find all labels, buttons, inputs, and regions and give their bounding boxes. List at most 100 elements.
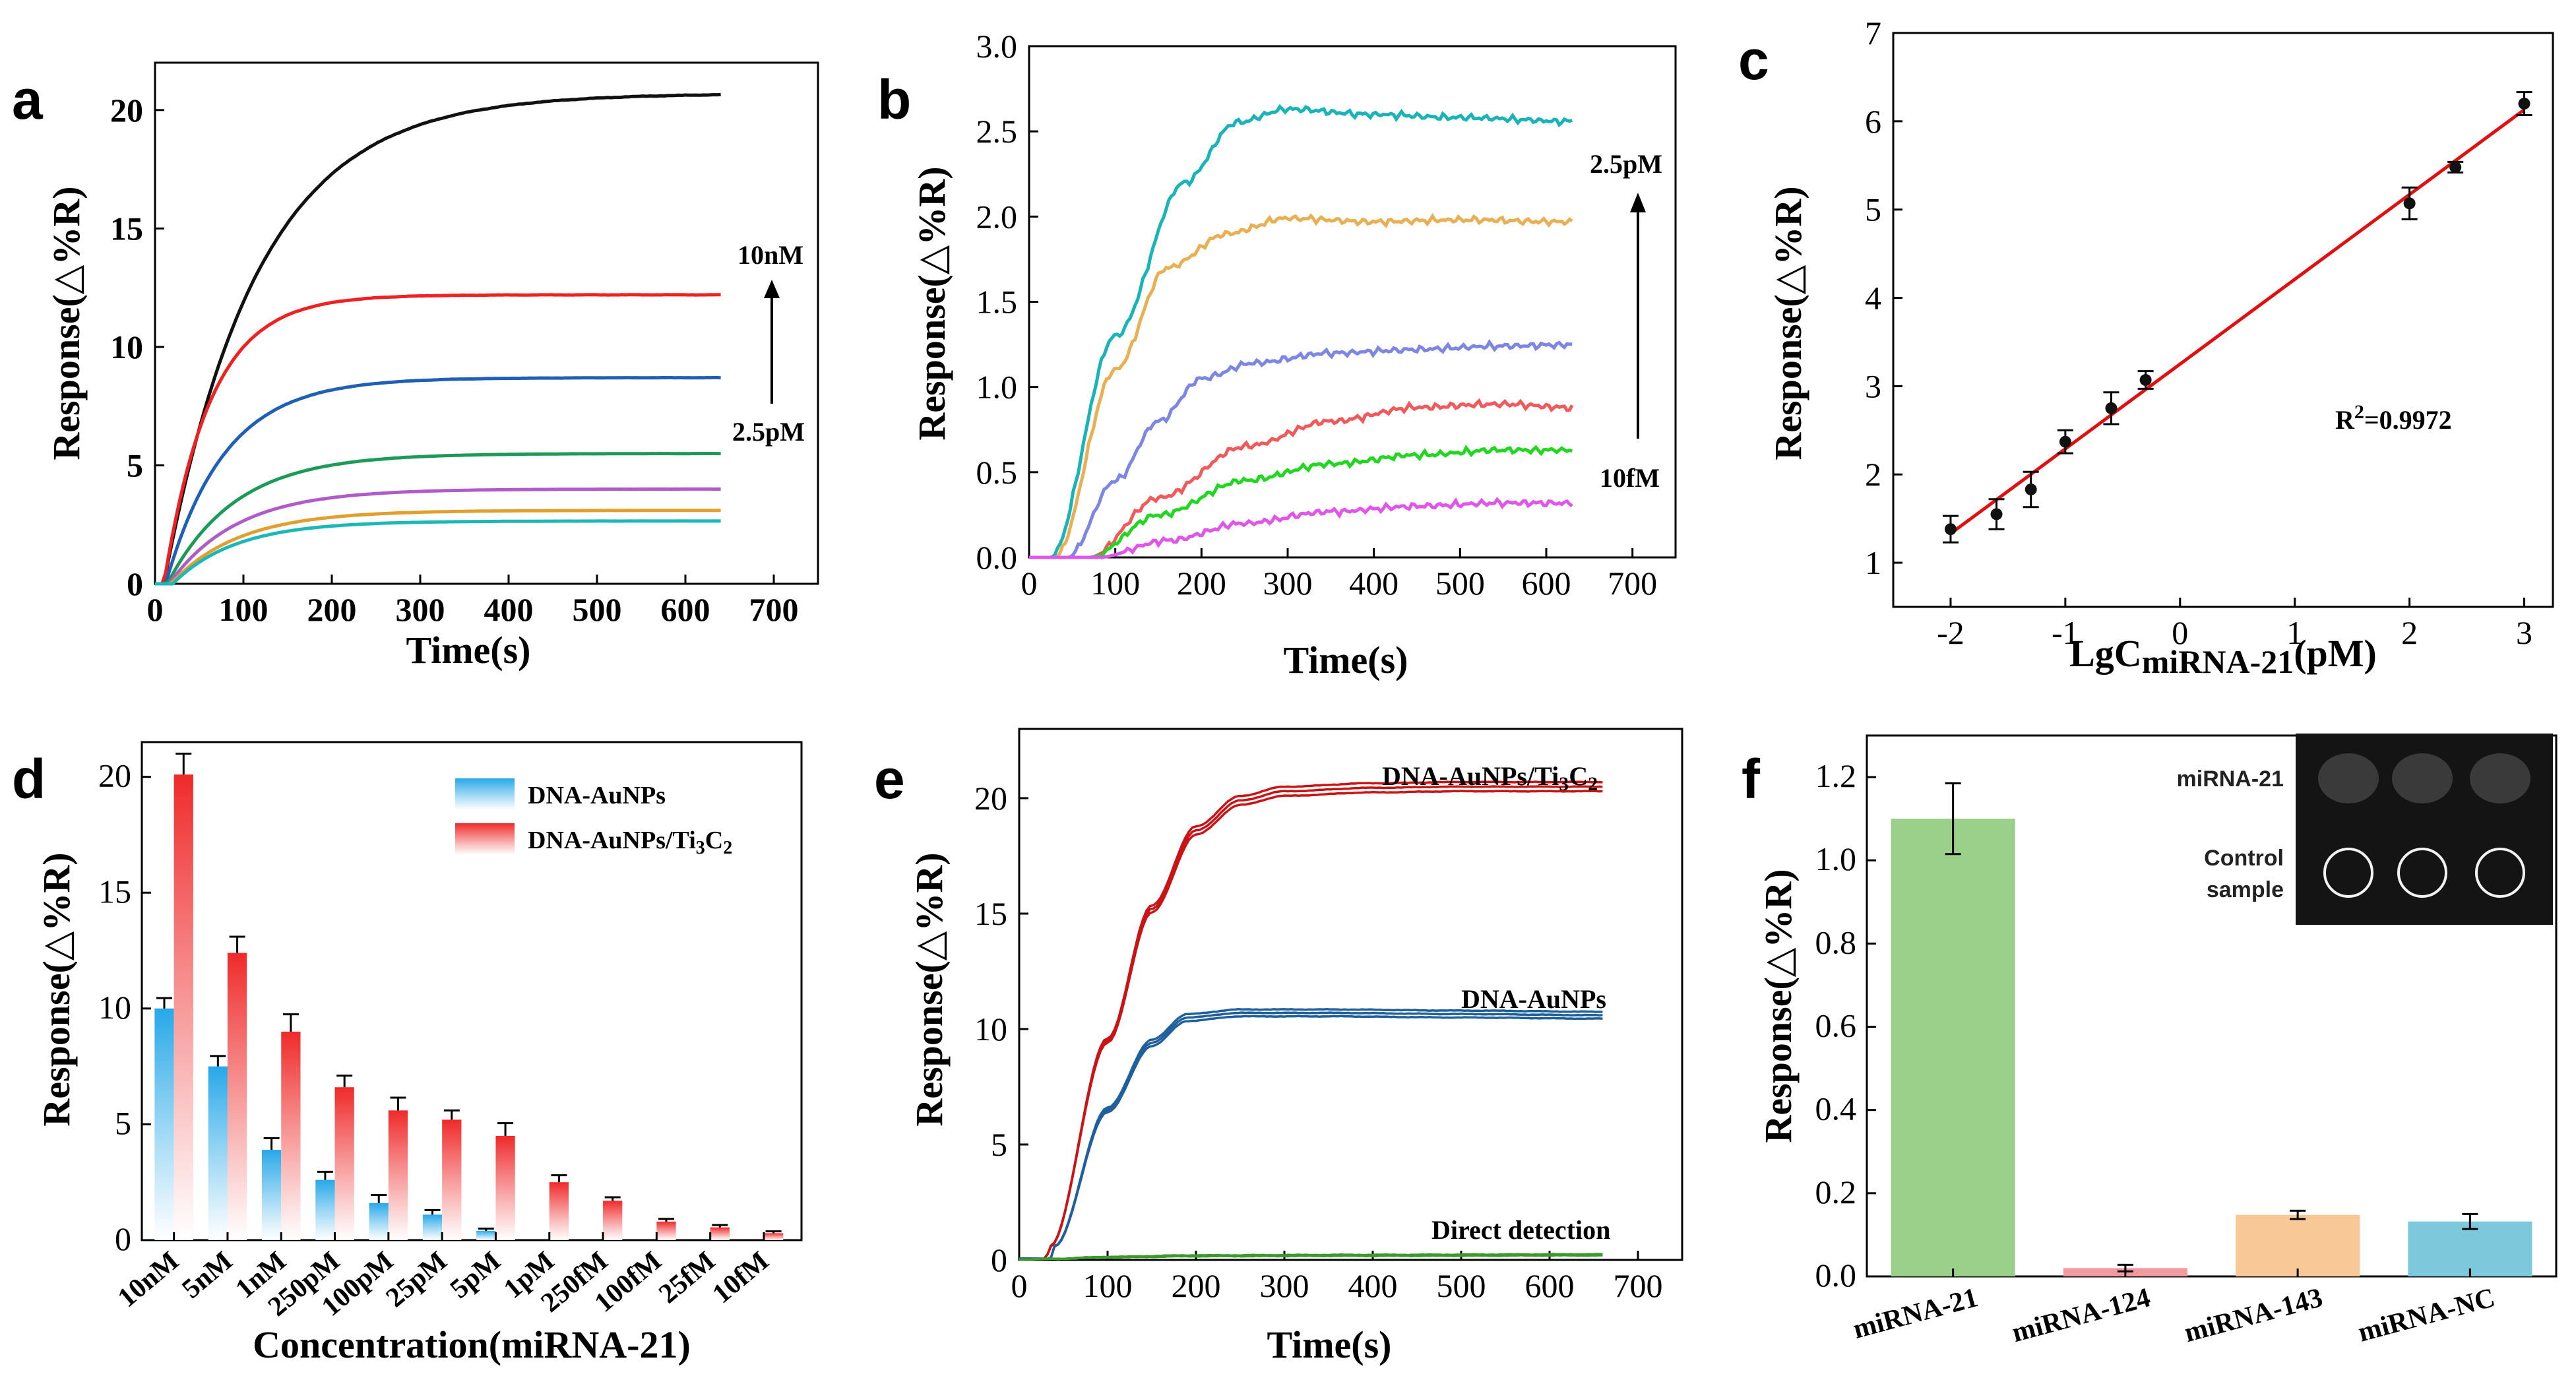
panel-e-letter: e xyxy=(874,748,905,810)
series-line-10nM xyxy=(155,92,721,586)
label-ti3c2: DNA-AuNPs/Ti3C2 xyxy=(1382,761,1598,795)
x-tick-label: miRNA-124 xyxy=(2009,1282,2153,1348)
inset-spot-control xyxy=(2323,848,2373,898)
panel-b-letter: b xyxy=(877,69,911,131)
series-line-series-2 xyxy=(1029,212,1573,559)
x-tick-label: 5nM xyxy=(176,1245,238,1304)
y-tick-label: 20 xyxy=(974,780,1007,817)
series-line-series-3 xyxy=(155,375,721,586)
x-tick-label: 700 xyxy=(1608,565,1657,602)
x-axis-title: Time(s) xyxy=(1283,639,1408,681)
inset-label-sample: sample xyxy=(2207,877,2284,902)
inset-spot-sample xyxy=(2470,753,2530,803)
bar-DNA-AuNPs/Ti3C2-25fM xyxy=(710,1227,730,1240)
arrow-head xyxy=(1630,193,1646,212)
y-tick-label: 0.8 xyxy=(1815,924,1857,960)
bar-DNA-AuNPs/Ti3C2-250pM xyxy=(334,1087,354,1240)
bar-DNA-AuNPs-5pM xyxy=(476,1230,496,1240)
y-tick-label: 0.4 xyxy=(1815,1090,1857,1127)
legend-label-2: DNA-AuNPs/Ti3C2 xyxy=(528,827,732,858)
x-tick-label: 25fM xyxy=(653,1245,721,1309)
y-tick-label: 2.0 xyxy=(976,198,1018,235)
bar-DNA-AuNPs/Ti3C2-5nM xyxy=(227,953,247,1240)
y-tick-label: 0.0 xyxy=(976,539,1018,576)
y-tick-label: 0.2 xyxy=(1815,1174,1857,1210)
panel-a: 0 100 200 300 400 500 600 700 0 5 10 15 20 a 10nM 2.5pM… xyxy=(12,61,819,672)
x-tick-label: 600 xyxy=(1522,565,1571,602)
bar-DNA-AuNPs/Ti3C2-10fM xyxy=(763,1233,784,1240)
data-point xyxy=(1990,508,2003,520)
y-tick-label: 0.5 xyxy=(976,454,1018,491)
inset-spot-sample xyxy=(2318,753,2379,803)
x-tick-label: 1 xyxy=(2286,614,2303,651)
annot-bottom: 10fM xyxy=(1600,463,1660,493)
inset-label-mirna21: miRNA-21 xyxy=(2177,767,2284,792)
arrow-head xyxy=(764,280,780,298)
series-line-10fM xyxy=(1029,497,1573,559)
legend-part: DNA-AuNPs/Ti xyxy=(528,827,696,854)
y-axis-title: Response(△%R) xyxy=(908,852,951,1126)
x-tick-label: 300 xyxy=(1263,565,1313,602)
x-tick-label: 100 xyxy=(1090,565,1140,602)
series-line-DNA-AuNPs/Ti3C2 xyxy=(1019,780,1603,1261)
annot-bottom: 2.5pM xyxy=(732,417,805,447)
label-part: 2 xyxy=(1588,773,1598,795)
x-axis-title: Time(s) xyxy=(406,629,530,672)
series-line-2.5pM xyxy=(1029,104,1573,559)
x-tick-label: 700 xyxy=(749,591,799,628)
y-tick-label: 0 xyxy=(127,565,143,602)
bar-DNA-AuNPs/Ti3C2-10nM xyxy=(173,774,193,1240)
x-axis-title: Time(s) xyxy=(1267,1323,1391,1366)
plot-frame xyxy=(1028,45,1677,559)
inset-spot-sample xyxy=(2392,753,2453,803)
x-tick-label: 100 xyxy=(1083,1267,1133,1304)
panel-c-letter: c xyxy=(1738,29,1769,91)
series-line-series-3 xyxy=(1029,338,1573,559)
legend-part: 3 xyxy=(696,838,705,858)
panel-b: 0 100 200 300 400 500 600 700 0.0 0.5 1.0 1.5 2.0 2.5… xyxy=(877,28,1677,681)
bar-DNA-AuNPs-1nM xyxy=(261,1150,282,1240)
series-line-DNA-AuNPs xyxy=(1019,1015,1603,1261)
y-axis-title: Response(△%R) xyxy=(35,852,78,1126)
x-tick-label: 300 xyxy=(1260,1267,1309,1304)
fit-line xyxy=(1949,108,2526,535)
panel-f-letter: f xyxy=(1742,748,1761,810)
plot-frame xyxy=(141,741,803,1241)
y-tick-label: 20 xyxy=(98,757,131,794)
label-aunps: DNA-AuNPs xyxy=(1461,984,1606,1014)
x-tick-label: 400 xyxy=(1348,1267,1398,1304)
r2-prefix: R xyxy=(2335,405,2355,435)
bar-DNA-AuNPs/Ti3C2-25pM xyxy=(442,1119,462,1240)
x-tick-label: 300 xyxy=(396,591,445,628)
x-tick-label: 0 xyxy=(2172,614,2188,651)
series-line-2.5pM xyxy=(155,519,721,586)
x-title-main: LgC xyxy=(2069,632,2142,675)
x-axis-title: Concentration(miRNA-21) xyxy=(253,1323,691,1366)
bar-DNA-AuNPs/Ti3C2-100pM xyxy=(388,1110,408,1240)
legend-part: 2 xyxy=(723,838,732,858)
x-tick-label: miRNA-NC xyxy=(2355,1282,2498,1348)
data-point xyxy=(2105,402,2118,414)
panel-d-letter: d xyxy=(12,748,46,810)
x-tick-label: 100 xyxy=(219,591,268,628)
series-line-series-4 xyxy=(1029,398,1574,559)
x-tick-label: 700 xyxy=(1614,1267,1663,1304)
panel-e: 0 100 200 300 400 500 600 700 0 5 10 15 20 e DNA-AuNPs… xyxy=(874,728,1683,1366)
bar-DNA-AuNPs/Ti3C2-250fM xyxy=(603,1201,623,1240)
legend-swatch-1 xyxy=(455,778,515,810)
series-line-DNA-AuNPs/Ti3C2 xyxy=(1019,785,1603,1261)
annot-top: 2.5pM xyxy=(1590,149,1662,179)
x-tick-label: 400 xyxy=(484,591,534,628)
x-tick-label: 200 xyxy=(1177,565,1226,602)
r2-superscript: 2 xyxy=(2354,401,2364,423)
plot-frame xyxy=(1018,728,1683,1261)
y-tick-label: 0.6 xyxy=(1815,1007,1857,1044)
x-title-sub: miRNA-21 xyxy=(2142,643,2294,680)
x-tick-label: 200 xyxy=(1172,1267,1221,1304)
x-tick-label: 3 xyxy=(2516,614,2532,651)
panel-f: 0.0 0.2 0.4 0.6 0.8 1.0 1.2 f miRNA-21 miRNA-124 m… xyxy=(1742,734,2558,1348)
y-tick-label: 0.0 xyxy=(1815,1257,1857,1294)
y-tick-label: 3 xyxy=(1865,367,1881,404)
x-tick-label: -1 xyxy=(2052,614,2079,651)
series-line-series-5 xyxy=(1029,445,1573,560)
